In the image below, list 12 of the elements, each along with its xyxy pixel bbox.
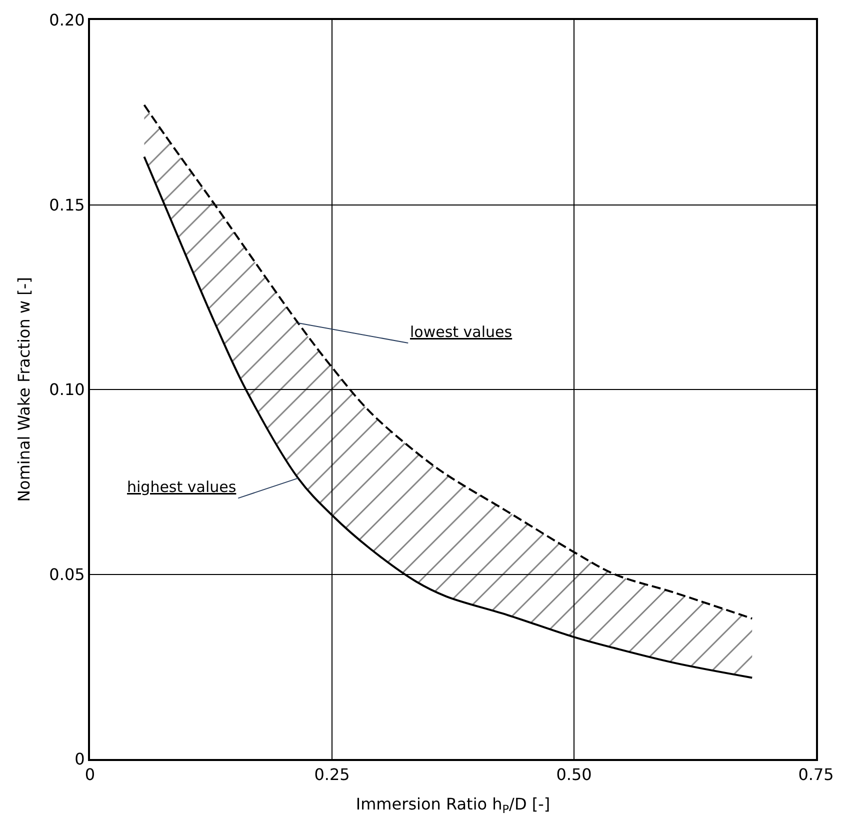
y-tick-label: 0.20 bbox=[49, 10, 85, 30]
annotation: lowest values bbox=[410, 323, 512, 341]
x-tick-label: 0.25 bbox=[314, 765, 350, 784]
annotation: highest values bbox=[127, 478, 236, 496]
x-tick-label: 0.50 bbox=[556, 765, 592, 784]
x-tick-label: 0.75 bbox=[798, 765, 834, 784]
x-axis-title: Immersion Ratio h$_{P}$/D [-] bbox=[356, 794, 550, 816]
y-tick-label: 0 bbox=[74, 750, 85, 769]
y-tick-label: 0.15 bbox=[49, 195, 85, 214]
y-tick-label: 0.05 bbox=[49, 564, 85, 584]
y-axis-title: Nominal Wake Fraction w [-] bbox=[14, 277, 34, 502]
y-tick-label: 0.10 bbox=[49, 380, 85, 400]
